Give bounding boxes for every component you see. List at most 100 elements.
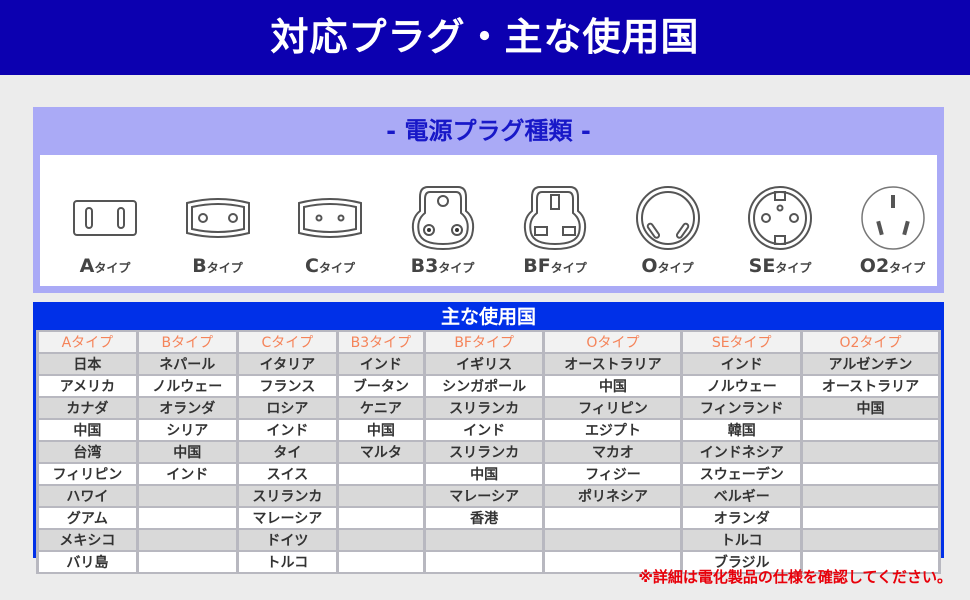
plug-type-c: Cタイプ xyxy=(274,183,386,283)
country-cell: 中国 xyxy=(425,464,543,484)
country-cell xyxy=(802,552,938,572)
country-cell xyxy=(802,508,938,528)
country-cell: 日本 xyxy=(39,354,136,374)
country-cell: 中国 xyxy=(338,420,423,440)
country-cell: カナダ xyxy=(39,398,136,418)
plug-types-panel: - 電源プラグ種類 - Aタイプ Bタイプ Cタイプ B3タイプ BFタイプ Oタイプ SE… xyxy=(33,107,944,293)
country-cell: マルタ xyxy=(338,442,423,462)
countries-title: 主な使用国 xyxy=(36,305,941,330)
country-cell: ベルギー xyxy=(683,486,800,506)
plug-type-label: Cタイプ xyxy=(274,255,386,277)
country-cell: インド xyxy=(338,354,423,374)
plug-type-o: Oタイプ xyxy=(612,183,724,283)
column-header: Bタイプ xyxy=(138,332,236,352)
country-cell: フィジー xyxy=(545,464,681,484)
country-cell: オーストラリア xyxy=(545,354,681,374)
country-cell: エジプト xyxy=(545,420,681,440)
country-cell xyxy=(545,552,681,572)
plug-suffix: タイプ xyxy=(775,261,812,275)
plug-letter: O2 xyxy=(859,255,890,277)
country-cell: シンガポール xyxy=(425,376,543,396)
table-row: フィリピン インド スイス 中国 フィジー スウェーデン xyxy=(39,464,938,484)
country-cell xyxy=(545,530,681,550)
plug-b-icon xyxy=(162,183,274,253)
country-cell: ロシア xyxy=(238,398,336,418)
plug-suffix: タイプ xyxy=(657,261,694,275)
country-cell: スリランカ xyxy=(425,398,543,418)
plug-type-label: BFタイプ xyxy=(499,255,611,277)
country-cell xyxy=(545,508,681,528)
plug-type-label: Aタイプ xyxy=(49,255,161,277)
country-cell: ネパール xyxy=(138,354,236,374)
table-row: メキシコ ドイツ トルコ xyxy=(39,530,938,550)
country-cell: 中国 xyxy=(545,376,681,396)
column-header: BFタイプ xyxy=(425,332,543,352)
plug-b3-icon xyxy=(387,183,499,253)
country-cell: 韓国 xyxy=(683,420,800,440)
country-cell: ドイツ xyxy=(238,530,336,550)
country-cell: マカオ xyxy=(545,442,681,462)
country-cell: バリ島 xyxy=(39,552,136,572)
country-cell xyxy=(802,530,938,550)
country-cell: フランス xyxy=(238,376,336,396)
table-row: アメリカ ノルウェー フランス ブータン シンガポール 中国 ノルウェー オーストラリア xyxy=(39,376,938,396)
country-cell: ブラジル xyxy=(683,552,800,572)
column-header: O2タイプ xyxy=(802,332,938,352)
country-cell: グアム xyxy=(39,508,136,528)
plug-o2-icon xyxy=(837,183,949,253)
plug-c-icon xyxy=(274,183,386,253)
plug-type-label: B3タイプ xyxy=(387,255,499,277)
column-header: B3タイプ xyxy=(338,332,423,352)
plug-type-o2: O2タイプ xyxy=(837,183,949,283)
country-cell: オランダ xyxy=(138,398,236,418)
country-cell xyxy=(138,486,236,506)
country-cell: インド xyxy=(238,420,336,440)
country-cell xyxy=(802,420,938,440)
column-header: Cタイプ xyxy=(238,332,336,352)
table-row: グアム マレーシア 香港 オランダ xyxy=(39,508,938,528)
country-cell: オーストラリア xyxy=(802,376,938,396)
footnote: ※詳細は電化製品の仕様を確認してください。 xyxy=(638,568,952,586)
header-row: Aタイプ Bタイプ Cタイプ B3タイプ BFタイプ Oタイプ SEタイプ O2タイプ xyxy=(39,332,938,352)
country-cell: インド xyxy=(425,420,543,440)
country-cell: アルゼンチン xyxy=(802,354,938,374)
country-cell xyxy=(425,530,543,550)
countries-table-panel: 主な使用国 Aタイプ Bタイプ Cタイプ B3タイプ BFタイプ Oタイプ SEタイプ O2タ… xyxy=(33,302,944,574)
country-cell xyxy=(802,464,938,484)
plug-suffix: タイプ xyxy=(438,261,475,275)
country-cell xyxy=(138,552,236,572)
plug-suffix: タイプ xyxy=(206,261,243,275)
country-cell: タイ xyxy=(238,442,336,462)
country-cell: 中国 xyxy=(802,398,938,418)
plug-letter: B3 xyxy=(410,255,439,277)
table-row: ハワイ スリランカ マレーシア ポリネシア ベルギー xyxy=(39,486,938,506)
country-cell xyxy=(338,552,423,572)
country-cell xyxy=(138,508,236,528)
country-cell: スウェーデン xyxy=(683,464,800,484)
countries-table: Aタイプ Bタイプ Cタイプ B3タイプ BFタイプ Oタイプ SEタイプ O2タイプ 日本 ネパ… xyxy=(36,330,941,574)
column-header: Oタイプ xyxy=(545,332,681,352)
plug-types-title: - 電源プラグ種類 - xyxy=(386,117,591,145)
plug-type-se: SEタイプ xyxy=(724,183,836,283)
table-row: 中国 シリア インド 中国 インド エジプト 韓国 xyxy=(39,420,938,440)
plug-suffix: タイプ xyxy=(318,261,355,275)
country-cell: シリア xyxy=(138,420,236,440)
table-row: バリ島 トルコ ブラジル xyxy=(39,552,938,572)
plug-bf-icon xyxy=(499,183,611,253)
column-header: Aタイプ xyxy=(39,332,136,352)
plug-letter: SE xyxy=(748,255,776,277)
country-cell: スリランカ xyxy=(425,442,543,462)
country-cell: ノルウェー xyxy=(138,376,236,396)
plug-types-box: Aタイプ Bタイプ Cタイプ B3タイプ BFタイプ Oタイプ SEタイプ O2タイプ xyxy=(40,155,937,286)
country-cell: 台湾 xyxy=(39,442,136,462)
country-cell: ハワイ xyxy=(39,486,136,506)
table-row: 台湾 中国 タイ マルタ スリランカ マカオ インドネシア xyxy=(39,442,938,462)
country-cell: メキシコ xyxy=(39,530,136,550)
country-cell: ノルウェー xyxy=(683,376,800,396)
country-cell xyxy=(138,530,236,550)
country-cell: マレーシア xyxy=(238,508,336,528)
plug-suffix: タイプ xyxy=(550,261,587,275)
plug-letter: O xyxy=(641,255,658,277)
country-cell: オランダ xyxy=(683,508,800,528)
table-row: カナダ オランダ ロシア ケニア スリランカ フィリピン フィンランド 中国 xyxy=(39,398,938,418)
